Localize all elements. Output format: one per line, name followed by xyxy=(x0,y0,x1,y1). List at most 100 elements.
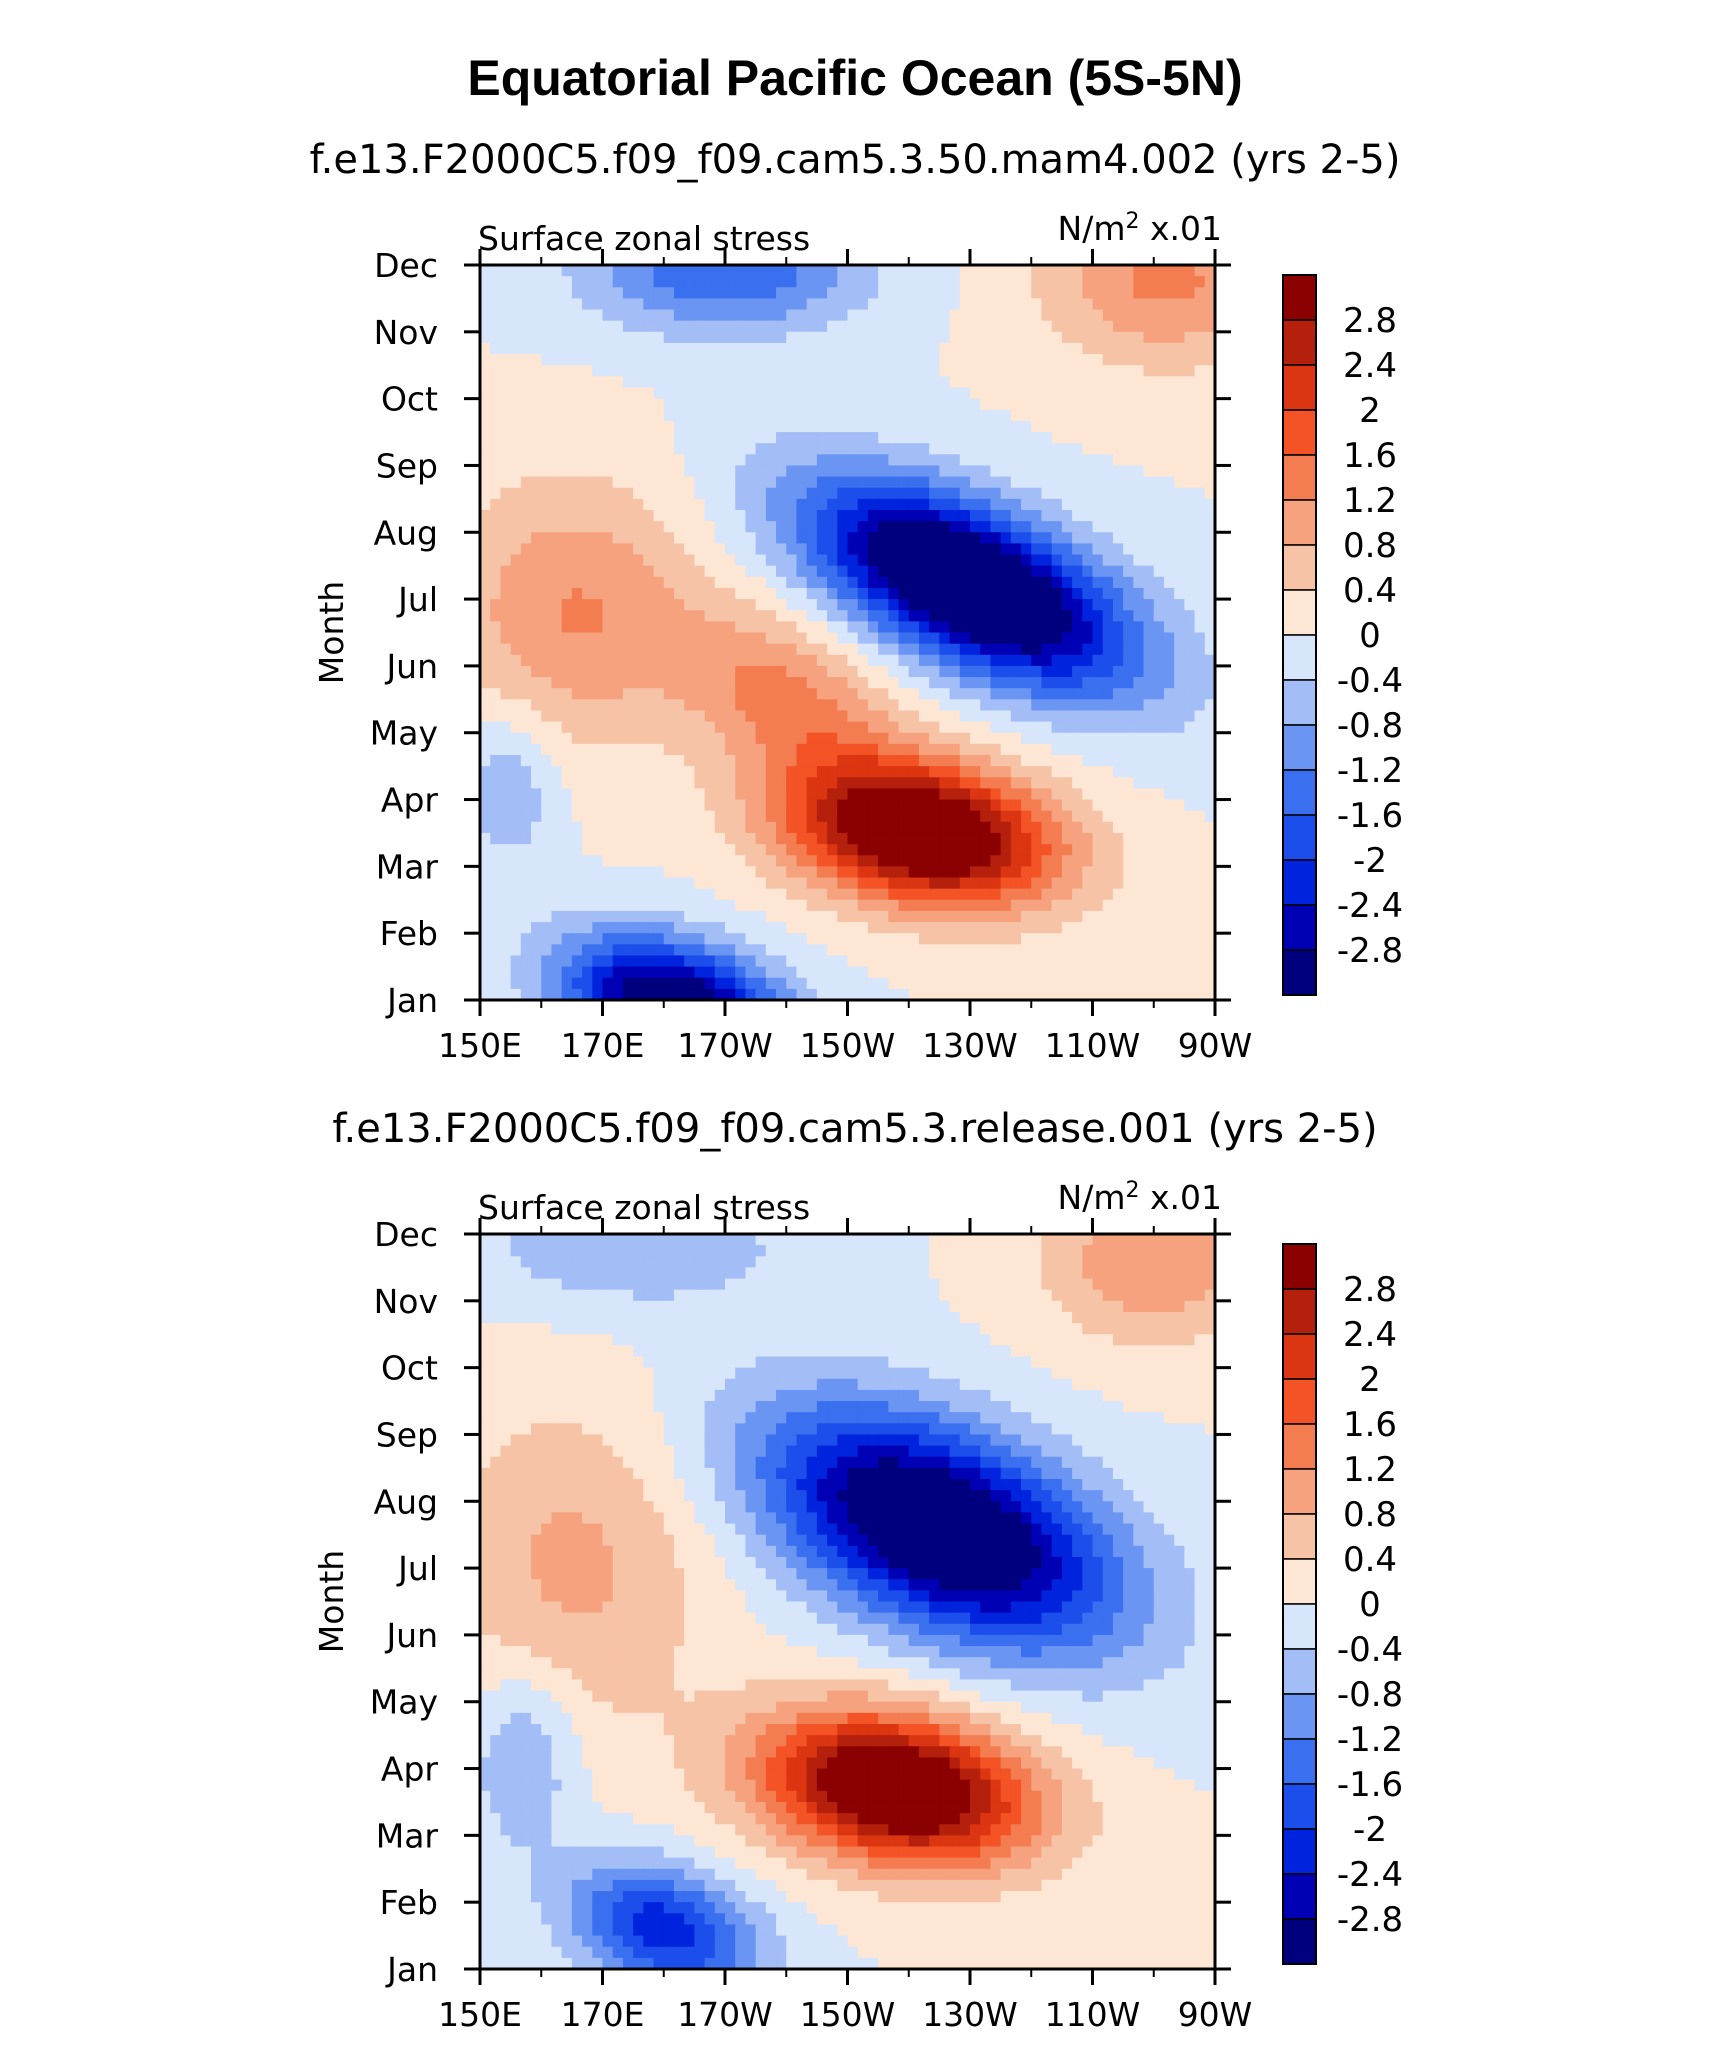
heatmap-cell xyxy=(704,510,716,522)
heatmap-cell xyxy=(1184,454,1196,467)
heatmap-cell xyxy=(551,688,563,700)
heatmap-cell xyxy=(500,532,512,545)
heatmap-cell xyxy=(1143,855,1155,867)
heatmap-cell xyxy=(520,376,532,389)
heatmap-cell xyxy=(1041,899,1053,912)
heatmap-cell xyxy=(898,599,910,611)
heatmap-cell xyxy=(490,966,502,979)
heatmap-cell xyxy=(776,877,787,890)
heatmap-cell xyxy=(694,665,706,678)
heatmap-cell xyxy=(1133,799,1145,812)
heatmap-cell xyxy=(970,877,981,890)
heatmap-cell xyxy=(735,309,747,322)
heatmap-cell xyxy=(1143,799,1155,812)
heatmap-cell xyxy=(1021,298,1032,311)
heatmap-cell xyxy=(1000,899,1012,912)
heatmap-cell xyxy=(796,688,808,700)
heatmap-cell xyxy=(714,387,726,400)
heatmap-cell xyxy=(1041,755,1053,767)
heatmap-cell xyxy=(1143,788,1155,801)
heatmap-cell xyxy=(806,498,818,511)
heatmap-cell xyxy=(582,955,593,968)
heatmap-cell xyxy=(867,977,879,990)
heatmap-cell xyxy=(786,621,798,634)
heatmap-cell xyxy=(796,732,808,745)
heatmap-cell xyxy=(490,721,502,734)
heatmap-cell xyxy=(1133,376,1145,389)
heatmap-cell xyxy=(1112,710,1124,723)
heatmap-cell xyxy=(776,554,787,567)
heatmap-cell xyxy=(653,677,665,689)
heatmap-cell xyxy=(653,398,665,411)
heatmap-cell xyxy=(1102,888,1114,901)
heatmap-cell xyxy=(939,643,951,656)
heatmap-cell xyxy=(1061,342,1073,355)
heatmap-cell xyxy=(1010,487,1022,500)
heatmap-cell xyxy=(1082,910,1094,923)
heatmap-cell xyxy=(653,454,665,467)
heatmap-cell xyxy=(1072,342,1083,355)
heatmap-cell xyxy=(796,331,808,344)
heatmap-cell xyxy=(939,988,951,1001)
heatmap-cell xyxy=(735,532,747,545)
heatmap-cell xyxy=(704,955,716,968)
heatmap-cell xyxy=(786,922,798,934)
heatmap-cell xyxy=(1174,376,1185,389)
heatmap-cell xyxy=(990,420,1002,433)
heatmap-cell xyxy=(1021,955,1032,968)
heatmap-cell xyxy=(1061,866,1073,879)
heatmap-cell xyxy=(990,743,1002,756)
heatmap-cell xyxy=(949,432,961,444)
heatmap-cell xyxy=(500,432,512,444)
heatmap-cell xyxy=(1184,877,1196,890)
heatmap-cell xyxy=(990,944,1002,957)
heatmap-cell xyxy=(1194,298,1206,311)
heatmap-cell xyxy=(592,955,604,968)
heatmap-cell xyxy=(1010,988,1022,1001)
heatmap-cell xyxy=(602,810,614,823)
heatmap-cell xyxy=(1112,866,1124,879)
heatmap-cell xyxy=(571,688,583,700)
heatmap-cell xyxy=(684,476,695,489)
heatmap-cell xyxy=(857,454,869,467)
heatmap-cell xyxy=(704,643,716,656)
heatmap-cell xyxy=(745,276,757,288)
heatmap-cell xyxy=(520,966,532,979)
heatmap-cell xyxy=(755,409,767,422)
heatmap-cell xyxy=(1163,443,1175,455)
heatmap-cell xyxy=(980,799,992,812)
heatmap-cell xyxy=(490,487,502,500)
heatmap-cell xyxy=(1163,498,1175,511)
heatmap-cell xyxy=(592,398,604,411)
heatmap-cell xyxy=(592,576,604,589)
heatmap-cell xyxy=(816,977,828,990)
heatmap-cell xyxy=(1163,844,1175,856)
heatmap-cell xyxy=(888,677,900,689)
heatmap-cell xyxy=(531,587,542,600)
heatmap-cell xyxy=(643,331,655,344)
heatmap-cell xyxy=(725,409,736,422)
heatmap-cell xyxy=(704,543,716,556)
heatmap-cell xyxy=(684,899,695,912)
heatmap-cell xyxy=(745,409,757,422)
heatmap-cell xyxy=(1092,320,1104,333)
heatmap-cell xyxy=(888,888,900,901)
heatmap-cell xyxy=(1163,944,1175,957)
heatmap-cell xyxy=(959,432,971,444)
heatmap-cell xyxy=(704,1234,716,1246)
heatmap-cell xyxy=(837,632,849,645)
heatmap-cell xyxy=(673,933,685,945)
heatmap-cell xyxy=(551,320,563,333)
heatmap-cell xyxy=(765,977,777,990)
heatmap-cell xyxy=(725,977,736,990)
heatmap-cell xyxy=(949,732,961,745)
heatmap-cell xyxy=(673,866,685,879)
heatmap-cell xyxy=(622,855,634,867)
heatmap-cell xyxy=(959,320,971,333)
heatmap-cell xyxy=(735,955,747,968)
heatmap-cell xyxy=(602,677,614,689)
heatmap-cell xyxy=(520,287,532,300)
heatmap-cell xyxy=(898,632,910,645)
heatmap-cell xyxy=(612,331,624,344)
heatmap-cell xyxy=(500,387,512,400)
